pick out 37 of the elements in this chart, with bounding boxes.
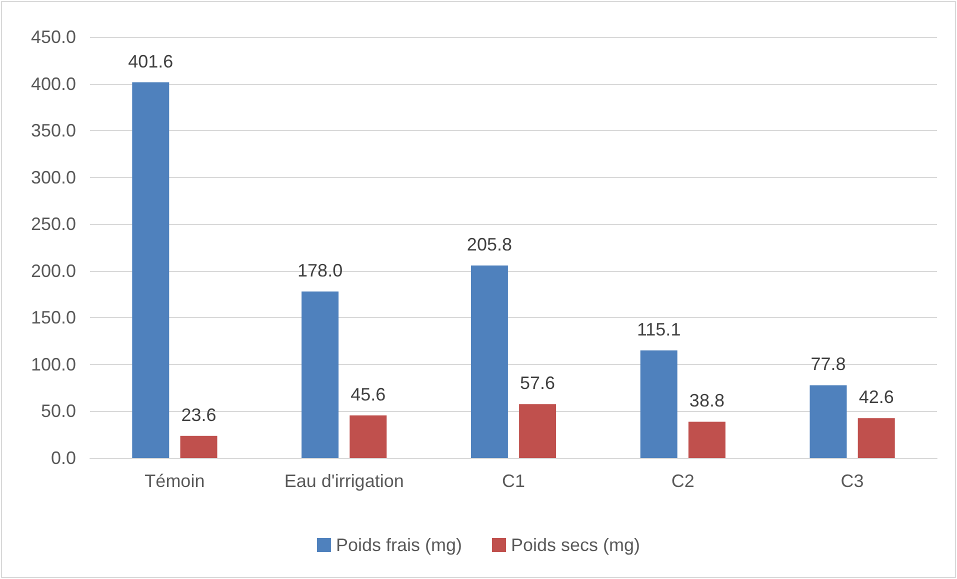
- data-label: 205.8: [466, 234, 512, 254]
- bar: [810, 385, 847, 458]
- data-label: 401.6: [128, 51, 174, 72]
- y-tick-label: 400.0: [30, 74, 76, 94]
- x-tick-label: C3: [840, 471, 864, 491]
- data-label: 42.6: [858, 387, 894, 408]
- x-tick-label: Eau d'irrigation: [284, 471, 404, 491]
- bar: [688, 422, 726, 458]
- y-tick-label: 250.0: [30, 214, 76, 234]
- data-label: 115.1: [636, 319, 681, 340]
- y-tick-label: 350.0: [30, 120, 76, 141]
- bar: [470, 265, 508, 458]
- legend-label: Poids secs (mg): [510, 535, 640, 555]
- x-tick-label: C2: [671, 471, 694, 491]
- x-tick-label: Témoin: [144, 471, 205, 491]
- data-label: 38.8: [689, 390, 724, 411]
- data-label: 178.0: [298, 260, 343, 280]
- bar: [180, 436, 218, 458]
- bar: [858, 418, 895, 458]
- data-label: 23.6: [181, 404, 216, 425]
- x-tick-label: C1: [502, 471, 526, 491]
- y-tick-label: 50.0: [40, 401, 76, 422]
- bar: [302, 291, 339, 458]
- data-label: 57.6: [520, 373, 556, 394]
- bar: [132, 82, 170, 458]
- bar: [519, 404, 556, 458]
- y-tick-label: 150.0: [30, 308, 76, 328]
- legend-label: Poids frais (mg): [336, 535, 462, 555]
- bar: [350, 415, 387, 458]
- data-label: 45.6: [350, 384, 386, 404]
- bar: [640, 350, 678, 458]
- y-tick-label: 0.0: [50, 448, 76, 468]
- y-tick-label: 300.0: [30, 167, 76, 188]
- y-tick-label: 200.0: [30, 260, 76, 281]
- data-label: 77.8: [810, 354, 846, 374]
- y-tick-label: 100.0: [30, 354, 76, 374]
- y-tick-label: 450.0: [30, 27, 76, 47]
